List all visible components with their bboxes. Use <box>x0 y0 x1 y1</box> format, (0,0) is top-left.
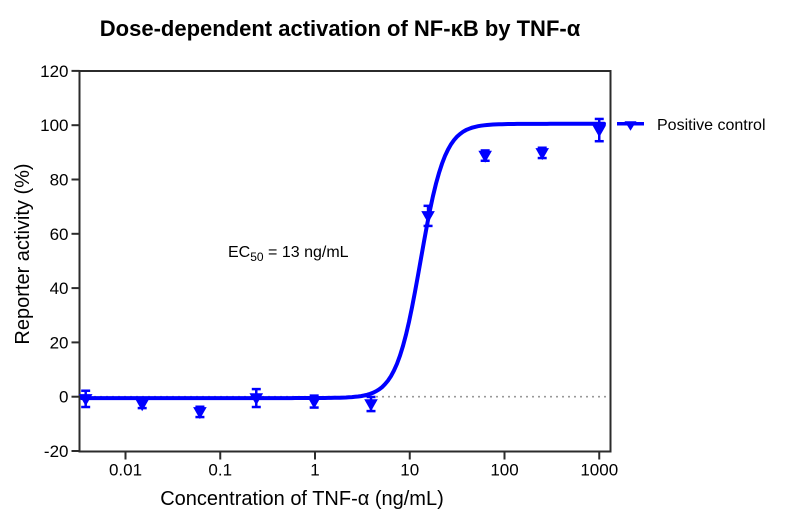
plot-area: 120 100 80 60 40 20 0 -20 0.01 0.1 1 10 100 1000 <box>40 62 644 480</box>
data-point-triangle <box>135 399 149 412</box>
fit-curve <box>80 121 606 401</box>
positive-control-triangle-icon <box>624 121 637 131</box>
y-tick-label: 100 <box>40 116 68 135</box>
y-tick-label: 20 <box>50 333 69 352</box>
ec50-annotation-sub: 50 <box>250 250 264 264</box>
y-tick-label: -20 <box>44 442 69 461</box>
data-point-triangle <box>535 148 550 161</box>
data-point-triangle <box>78 394 93 407</box>
chart-title: Dose-dependent activation of NF-κB by TN… <box>100 16 581 41</box>
y-tick-label: 40 <box>50 279 69 298</box>
ec50-annotation-rest: = 13 ng/mL <box>264 244 349 261</box>
x-tick-label: 10 <box>400 461 419 480</box>
data-point-triangle <box>193 407 207 420</box>
x-axis-label: Concentration of TNF-α (ng/mL) <box>160 488 444 510</box>
y-tick-label: 120 <box>40 62 68 81</box>
plot-frame <box>78 70 612 453</box>
data-point-triangle <box>478 150 492 163</box>
data-point-triangle <box>421 211 435 224</box>
y-tick-label: 80 <box>50 171 69 190</box>
data-point-triangle <box>307 396 321 409</box>
x-tick-label: 0.01 <box>109 461 142 480</box>
y-axis-label: Reporter activity (%) <box>12 163 34 344</box>
ec50-annotation: EC50 = 13 ng/mL <box>228 244 349 264</box>
x-tick-label: 1 <box>310 461 319 480</box>
x-tick-label: 1000 <box>580 461 618 480</box>
data-point-triangle <box>364 399 378 412</box>
y-tick-label: 0 <box>59 388 68 407</box>
x-tick-label: 100 <box>490 461 518 480</box>
data-point-triangle <box>592 125 607 138</box>
x-tick-label: 0.1 <box>208 461 232 480</box>
data-point-triangle <box>249 393 264 406</box>
positive-control-label: Positive control <box>657 117 766 134</box>
ec50-annotation-prefix: EC <box>228 244 250 261</box>
y-tick-label: 60 <box>50 225 69 244</box>
